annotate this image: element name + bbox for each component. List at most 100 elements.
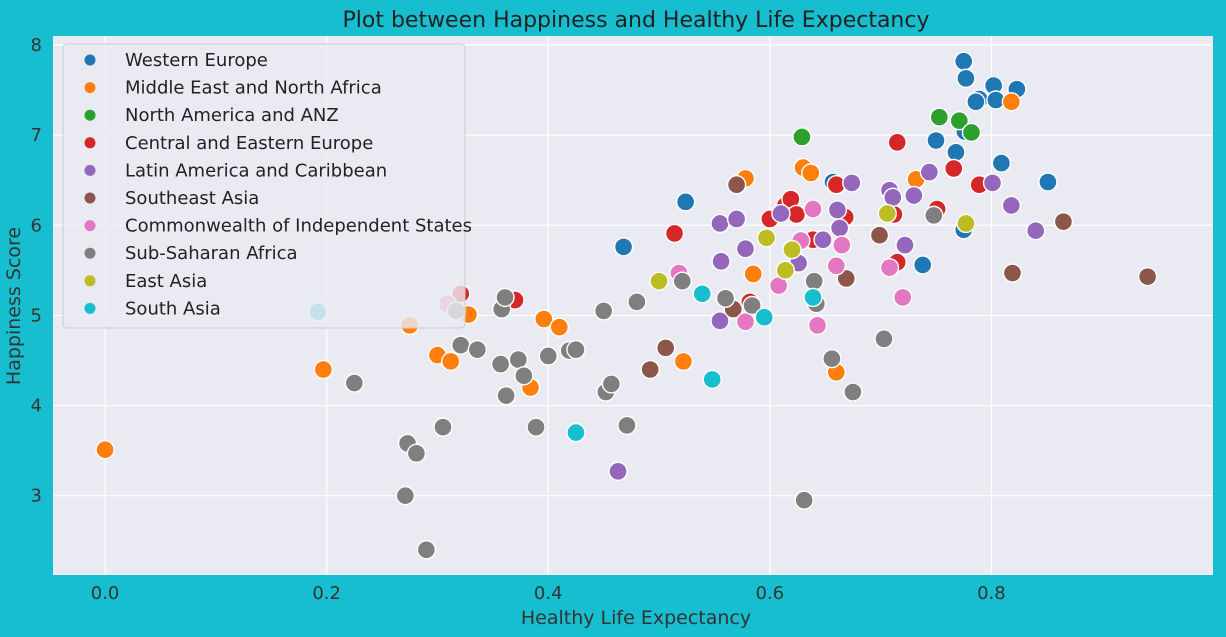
point-north-america-and-anz [949, 111, 969, 131]
point-sub-saharan-africa [715, 288, 736, 308]
legend-marker [84, 275, 96, 287]
legend-marker [84, 302, 96, 314]
point-middle-east-and-north-africa [549, 317, 570, 337]
point-sub-saharan-africa [742, 295, 762, 316]
point-latin-america-and-caribbean [829, 218, 850, 238]
point-western-europe [1038, 172, 1058, 192]
point-east-asia [956, 213, 976, 234]
point-sub-saharan-africa [514, 366, 534, 386]
point-western-europe [675, 192, 696, 212]
x-tick-label: 0.6 [756, 583, 785, 604]
point-sub-saharan-africa [843, 382, 863, 402]
point-commonwealth-of-independent-states [803, 199, 823, 219]
point-south-asia [692, 284, 712, 304]
point-east-asia [775, 260, 796, 281]
point-north-america-and-anz [961, 122, 982, 143]
y-tick-label: 7 [31, 125, 42, 146]
legend-label: North America and ANZ [125, 105, 339, 126]
point-southeast-asia [640, 359, 660, 380]
point-east-asia [756, 228, 777, 248]
point-latin-america-and-caribbean [904, 185, 924, 206]
point-sub-saharan-africa [433, 417, 453, 437]
point-western-europe [946, 142, 966, 162]
x-tick-label: 0.2 [312, 583, 341, 604]
point-sub-saharan-africa [416, 540, 437, 560]
point-sub-saharan-africa [601, 374, 622, 394]
x-tick-label: 0.4 [534, 583, 563, 604]
legend-label: South Asia [125, 298, 221, 319]
point-sub-saharan-africa [672, 271, 693, 291]
point-latin-america-and-caribbean [919, 162, 940, 182]
point-latin-america-and-caribbean [895, 235, 915, 255]
point-central-and-eastern-europe [664, 223, 685, 244]
y-tick-label: 5 [31, 305, 42, 326]
point-middle-east-and-north-africa [313, 359, 334, 380]
point-sub-saharan-africa [496, 385, 516, 406]
point-central-and-eastern-europe [944, 158, 964, 179]
point-latin-america-and-caribbean [982, 173, 1003, 193]
point-sub-saharan-africa [566, 339, 586, 360]
point-western-europe [966, 92, 986, 112]
point-commonwealth-of-independent-states [826, 256, 847, 276]
legend-marker [84, 109, 96, 121]
point-latin-america-and-caribbean [711, 251, 731, 272]
point-east-asia [649, 271, 669, 291]
legend-label: Southeast Asia [125, 188, 259, 209]
point-western-europe [926, 130, 946, 151]
point-sub-saharan-africa [822, 348, 842, 369]
point-commonwealth-of-independent-states [879, 257, 900, 278]
point-commonwealth-of-independent-states [893, 287, 913, 308]
point-latin-america-and-caribbean [710, 213, 730, 234]
point-sub-saharan-africa [593, 301, 614, 321]
legend-marker [84, 82, 96, 94]
point-sub-saharan-africa [395, 485, 416, 506]
point-western-europe [913, 255, 933, 275]
point-latin-america-and-caribbean [735, 239, 756, 259]
legend-label: Sub-Saharan Africa [125, 243, 298, 264]
point-latin-america-and-caribbean [1001, 195, 1022, 216]
point-southeast-asia [869, 225, 890, 245]
point-south-asia [803, 287, 823, 308]
legend-marker [84, 54, 96, 66]
point-sub-saharan-africa [794, 490, 814, 510]
legend-label: Central and Eastern Europe [125, 133, 373, 154]
point-east-asia [877, 203, 897, 224]
point-sub-saharan-africa [508, 349, 529, 370]
point-middle-east-and-north-africa [95, 440, 115, 460]
x-tick-label: 0.8 [977, 583, 1006, 604]
point-south-asia [566, 422, 586, 443]
point-latin-america-and-caribbean [1026, 220, 1046, 241]
point-latin-america-and-caribbean [771, 203, 791, 224]
point-middle-east-and-north-africa [743, 264, 763, 284]
point-sub-saharan-africa [467, 339, 488, 360]
legend-marker [84, 220, 96, 232]
point-western-europe [613, 237, 634, 257]
point-southeast-asia [726, 175, 747, 195]
point-western-europe [991, 153, 1012, 173]
point-southeast-asia [1053, 211, 1074, 232]
point-southeast-asia [1137, 266, 1158, 287]
point-sub-saharan-africa [627, 292, 647, 312]
legend-marker [84, 247, 96, 259]
point-central-and-eastern-europe [887, 132, 907, 153]
legend-marker [84, 164, 96, 176]
point-latin-america-and-caribbean [710, 311, 730, 331]
point-commonwealth-of-independent-states [807, 315, 828, 336]
legend-label: Western Europe [125, 50, 268, 71]
point-north-america-and-anz [792, 127, 812, 147]
point-middle-east-and-north-africa [441, 351, 461, 372]
legend: Western Europe Middle East and North Afri… [62, 43, 472, 329]
chart-title: Plot between Happiness and Healthy Life … [342, 8, 929, 33]
point-middle-east-and-north-africa [673, 351, 694, 372]
point-southeast-asia [836, 268, 856, 289]
y-axis-label: Happiness Score [3, 227, 25, 385]
point-sub-saharan-africa [344, 373, 365, 393]
point-latin-america-and-caribbean [827, 200, 848, 220]
x-axis-label: Healthy Life Expectancy [521, 607, 751, 629]
y-tick-label: 6 [31, 215, 42, 236]
point-sub-saharan-africa [526, 417, 546, 437]
point-north-america-and-anz [929, 107, 950, 127]
tick-labels: 0.0 0.2 0.4 0.6 0.8 3 4 5 6 7 8 [31, 35, 1006, 604]
point-sub-saharan-africa [924, 205, 944, 226]
